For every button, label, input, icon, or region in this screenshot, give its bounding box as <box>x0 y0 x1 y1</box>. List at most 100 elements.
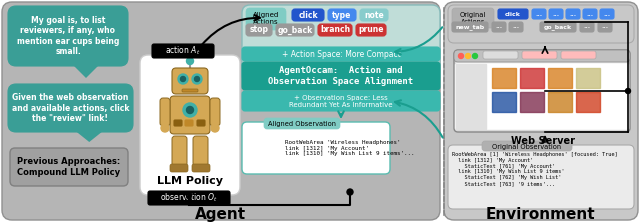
Text: go_back: go_back <box>544 24 572 30</box>
Text: Original Observation: Original Observation <box>492 143 561 149</box>
Text: note: note <box>364 10 384 20</box>
FancyBboxPatch shape <box>242 122 390 174</box>
FancyBboxPatch shape <box>170 96 210 134</box>
FancyBboxPatch shape <box>210 98 220 126</box>
Circle shape <box>472 54 477 59</box>
FancyBboxPatch shape <box>455 63 629 130</box>
Bar <box>548 68 572 88</box>
Circle shape <box>347 189 353 195</box>
FancyBboxPatch shape <box>540 22 576 32</box>
FancyBboxPatch shape <box>172 68 208 94</box>
Text: prune: prune <box>358 26 384 34</box>
Text: ...: ... <box>495 24 502 30</box>
Bar <box>520 92 544 112</box>
Circle shape <box>192 74 202 84</box>
Circle shape <box>161 124 169 132</box>
Polygon shape <box>77 132 102 142</box>
FancyBboxPatch shape <box>444 2 638 220</box>
Text: Original
Actions: Original Actions <box>460 12 486 24</box>
Text: ...: ... <box>586 12 593 16</box>
Text: new_tab: new_tab <box>456 24 484 30</box>
Text: ...: ... <box>602 24 609 30</box>
FancyBboxPatch shape <box>242 91 440 111</box>
Bar <box>456 64 486 129</box>
FancyBboxPatch shape <box>549 9 563 19</box>
FancyBboxPatch shape <box>148 191 230 205</box>
FancyBboxPatch shape <box>452 22 488 32</box>
Text: click: click <box>298 10 318 20</box>
Text: My goal is, to list
reviewers, if any, who
mention ear cups being
small.: My goal is, to list reviewers, if any, w… <box>17 16 119 56</box>
FancyBboxPatch shape <box>192 164 210 172</box>
Text: type: type <box>332 10 352 20</box>
FancyBboxPatch shape <box>561 51 596 59</box>
Circle shape <box>458 54 463 59</box>
FancyBboxPatch shape <box>498 9 528 19</box>
FancyBboxPatch shape <box>185 120 193 126</box>
FancyBboxPatch shape <box>242 47 440 61</box>
Text: ...: ... <box>570 12 577 16</box>
Text: Aligned
Actions: Aligned Actions <box>253 12 279 26</box>
FancyBboxPatch shape <box>170 164 188 172</box>
FancyBboxPatch shape <box>448 145 634 209</box>
FancyBboxPatch shape <box>292 9 324 21</box>
Circle shape <box>195 77 200 81</box>
Text: action $A_t$: action $A_t$ <box>165 45 201 57</box>
Bar <box>576 92 600 112</box>
Circle shape <box>178 74 188 84</box>
FancyBboxPatch shape <box>174 120 182 126</box>
FancyBboxPatch shape <box>583 9 597 19</box>
FancyBboxPatch shape <box>360 9 388 21</box>
FancyBboxPatch shape <box>600 9 614 19</box>
Text: Environment: Environment <box>485 206 595 222</box>
FancyBboxPatch shape <box>598 22 612 32</box>
FancyBboxPatch shape <box>483 51 518 59</box>
Text: Previous Approaches:
Compound LLM Policy: Previous Approaches: Compound LLM Policy <box>17 157 120 177</box>
FancyBboxPatch shape <box>454 50 630 132</box>
Circle shape <box>211 124 219 132</box>
Text: Web Server: Web Server <box>511 136 575 146</box>
Text: branch: branch <box>320 26 350 34</box>
Text: + Action Space: More Compact: + Action Space: More Compact <box>282 50 401 59</box>
FancyBboxPatch shape <box>522 51 557 59</box>
Text: RootWebArea [1] 'Wireless Headphones' [focused: True]
  link [1312] 'My Account': RootWebArea [1] 'Wireless Headphones' [f… <box>452 152 618 186</box>
FancyBboxPatch shape <box>193 136 208 166</box>
FancyBboxPatch shape <box>2 2 440 220</box>
FancyBboxPatch shape <box>566 9 580 19</box>
FancyBboxPatch shape <box>482 141 572 151</box>
Text: RootWebArea 'Wireless Headphones'
link [1312] 'My Account'
link [1310] 'My Wish : RootWebArea 'Wireless Headphones' link [… <box>285 140 415 156</box>
Bar <box>492 92 516 112</box>
FancyBboxPatch shape <box>492 22 506 32</box>
Text: ...: ... <box>513 24 520 30</box>
Circle shape <box>183 103 197 117</box>
FancyBboxPatch shape <box>452 8 494 28</box>
Text: ...: ... <box>552 12 559 16</box>
FancyBboxPatch shape <box>276 24 314 36</box>
Text: ...: ... <box>604 12 611 16</box>
FancyBboxPatch shape <box>182 89 198 92</box>
Bar <box>520 68 544 88</box>
Text: Aligned Observation: Aligned Observation <box>268 121 336 127</box>
FancyBboxPatch shape <box>448 5 634 43</box>
FancyBboxPatch shape <box>580 22 594 32</box>
Circle shape <box>186 107 193 113</box>
Text: stop: stop <box>250 26 269 34</box>
Text: Agent: Agent <box>195 206 246 222</box>
FancyBboxPatch shape <box>356 24 386 36</box>
Text: ...: ... <box>584 24 591 30</box>
FancyBboxPatch shape <box>160 98 170 126</box>
Text: LLM Policy: LLM Policy <box>157 176 223 186</box>
Bar <box>548 92 572 112</box>
FancyBboxPatch shape <box>242 5 440 83</box>
FancyBboxPatch shape <box>8 84 133 132</box>
Polygon shape <box>74 66 98 78</box>
FancyBboxPatch shape <box>264 118 340 129</box>
FancyBboxPatch shape <box>152 44 214 58</box>
FancyBboxPatch shape <box>328 9 356 21</box>
Text: click: click <box>505 12 521 16</box>
FancyBboxPatch shape <box>242 62 440 90</box>
Circle shape <box>186 57 193 65</box>
FancyBboxPatch shape <box>10 148 128 186</box>
FancyBboxPatch shape <box>509 22 523 32</box>
FancyBboxPatch shape <box>172 136 187 166</box>
Text: ...: ... <box>536 12 543 16</box>
